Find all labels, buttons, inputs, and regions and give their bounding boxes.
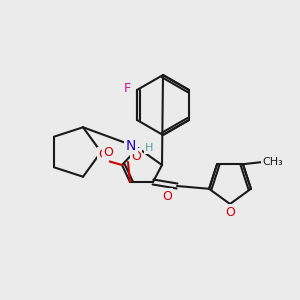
Text: N: N (126, 139, 136, 153)
Text: O: O (225, 206, 235, 218)
Text: CH₃: CH₃ (262, 157, 283, 167)
Text: O: O (98, 148, 108, 161)
Text: O: O (131, 149, 141, 163)
Text: F: F (124, 82, 130, 94)
Text: O: O (162, 190, 172, 202)
Text: O: O (103, 146, 113, 158)
Text: H: H (145, 143, 153, 153)
